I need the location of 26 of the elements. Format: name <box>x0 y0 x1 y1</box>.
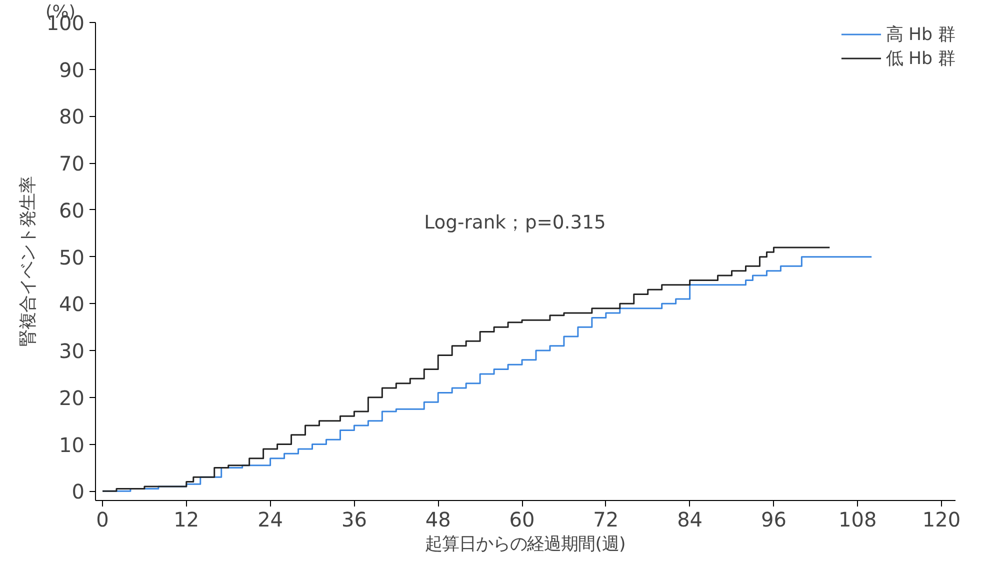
x-tick-label: 120 <box>922 508 961 532</box>
y-tick-label: 60 <box>59 198 85 222</box>
y-tick-label: 40 <box>59 292 85 316</box>
x-tick-label: 48 <box>425 508 451 532</box>
x-tick-label: 108 <box>838 508 877 532</box>
y-tick-label: 10 <box>59 432 85 457</box>
y-tick-label: 0 <box>72 480 85 504</box>
x-tick-label: 84 <box>677 508 703 532</box>
annotation: Log-rank；p=0.315 <box>424 212 606 234</box>
y-tick-label: 30 <box>59 339 85 364</box>
legend-label: 低 Hb 群 <box>886 48 955 70</box>
x-tick-label: 72 <box>593 508 619 532</box>
legend-label: 高 Hb 群 <box>886 24 955 46</box>
y-tick-label: 80 <box>59 104 85 129</box>
y-tick-label: 20 <box>59 386 85 410</box>
y-tick-label: 90 <box>59 58 85 82</box>
y-tick-label: 50 <box>59 245 85 270</box>
x-tick-label: 12 <box>174 508 200 532</box>
x-axis-title: 起算日からの経過期間(週) <box>425 534 626 554</box>
y-tick-label: 70 <box>59 152 85 176</box>
x-tick-label: 24 <box>258 508 284 532</box>
x-tick-label: 96 <box>760 508 786 532</box>
x-tick-label: 36 <box>341 508 367 532</box>
y-axis-title: 腎複合イベント発生率 <box>18 176 38 346</box>
x-tick-label: 0 <box>96 508 109 532</box>
x-tick-label: 60 <box>509 508 535 532</box>
